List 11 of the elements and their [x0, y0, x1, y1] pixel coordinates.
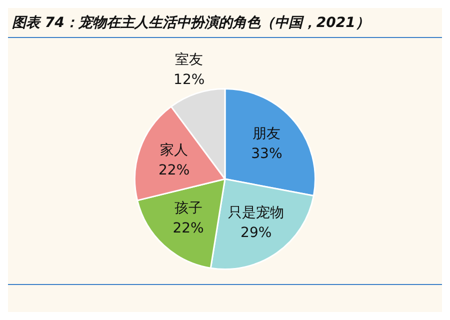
slice-label: 家人	[160, 142, 188, 158]
data-label: 12%	[174, 72, 205, 88]
data-label: 33%	[251, 146, 282, 162]
slice-label: 室友	[175, 52, 204, 68]
slice-label: 只是宠物	[228, 204, 284, 221]
data-label: 22%	[158, 162, 190, 178]
slice-label: 孩子	[174, 200, 202, 216]
data-label: 22%	[172, 220, 204, 236]
data-label: 29%	[240, 224, 272, 241]
chart-title: 图表 74：宠物在主人生活中扮演的角色（中国，2021）	[8, 8, 442, 38]
slice-label: 朋友	[252, 126, 281, 142]
